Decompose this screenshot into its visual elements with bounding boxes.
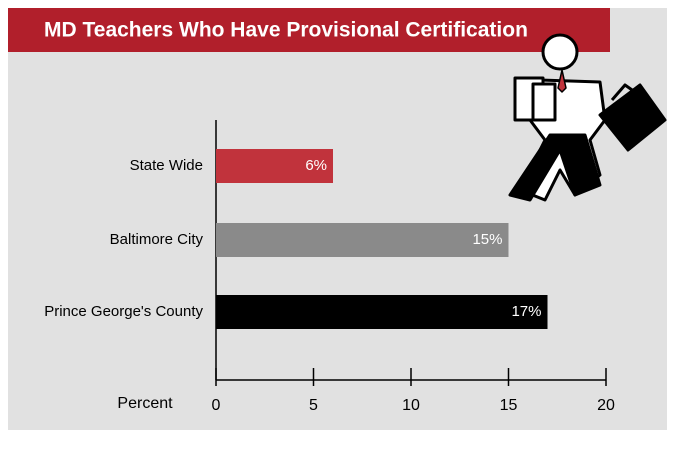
bar bbox=[216, 295, 548, 329]
bar bbox=[216, 223, 509, 257]
category-label: Prince George's County bbox=[44, 303, 203, 320]
panel bbox=[8, 8, 667, 430]
category-label: State Wide bbox=[130, 157, 203, 174]
title-bar bbox=[8, 8, 610, 52]
x-tick-label: 15 bbox=[500, 397, 518, 414]
x-axis-label: Percent bbox=[117, 395, 173, 412]
value-label: 17% bbox=[511, 303, 541, 320]
x-tick-label: 10 bbox=[402, 397, 420, 414]
x-tick-label: 0 bbox=[212, 397, 221, 414]
value-label: 6% bbox=[305, 157, 327, 174]
bar bbox=[216, 149, 333, 183]
category-label: Baltimore City bbox=[110, 231, 204, 248]
chart-title: MD Teachers Who Have Provisional Certifi… bbox=[44, 19, 528, 42]
value-label: 15% bbox=[472, 231, 502, 248]
x-tick-label: 20 bbox=[597, 397, 615, 414]
x-tick-label: 5 bbox=[309, 397, 318, 414]
clipart bbox=[508, 33, 667, 202]
